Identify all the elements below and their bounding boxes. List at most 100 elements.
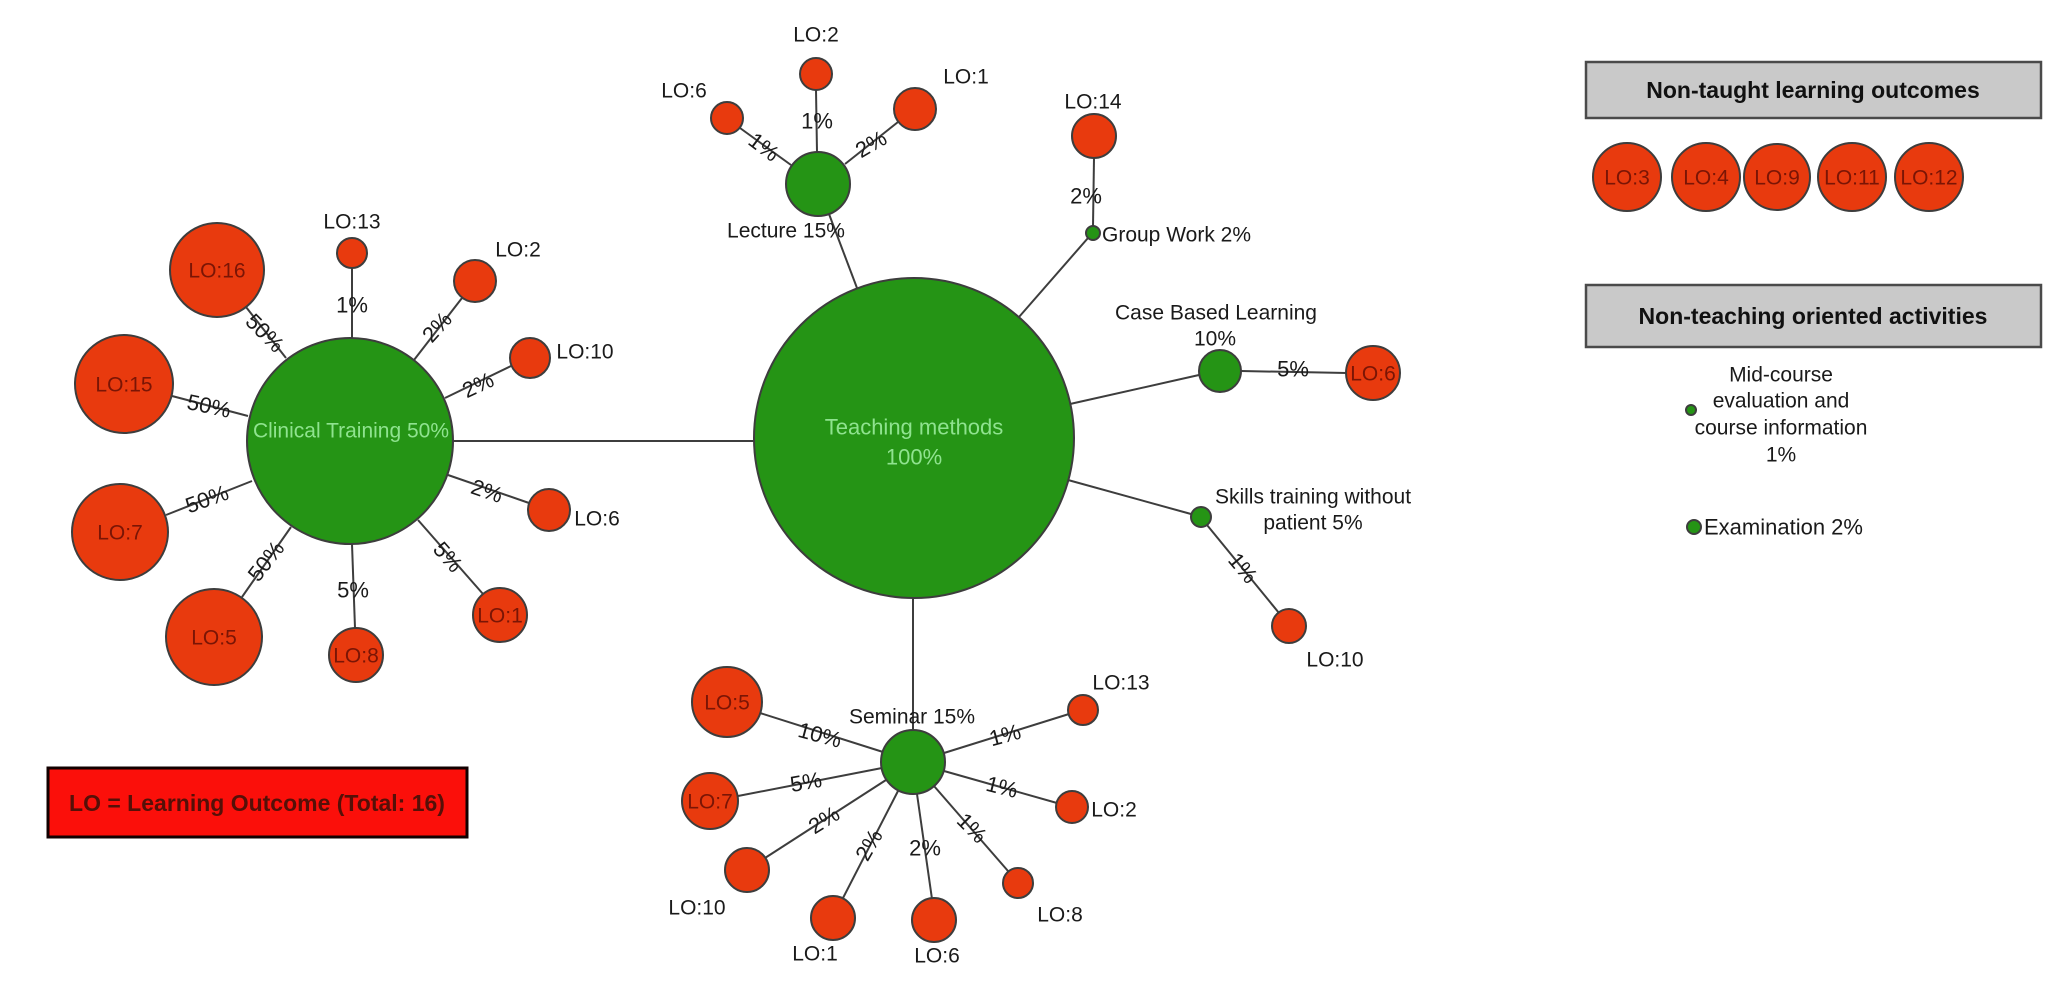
node-clinical-lo8 [328, 627, 384, 683]
clinical-lo16-label: LO:16 [188, 260, 245, 283]
edge-clinical-lo15 [171, 395, 249, 417]
skills-title-line1: Skills training without [1215, 486, 1411, 509]
clinical-training-title: Clinical Training 50% [253, 420, 449, 443]
node-clinical-lo15 [74, 334, 174, 434]
weight-clinical-lo5: 50% [243, 536, 290, 586]
node-lecture-lo1 [893, 87, 937, 131]
weight-clinical-lo7: 50% [182, 480, 232, 519]
node-nontaught-lo3 [1592, 142, 1662, 212]
node-groupwork-lo14 [1071, 113, 1117, 159]
cbl-pct: 10% [1194, 328, 1236, 351]
clinical-lo8-label: LO:8 [333, 645, 379, 668]
seminar-lo1-outer-label: LO:1 [792, 943, 838, 966]
skills-title-line2: patient 5% [1263, 512, 1362, 535]
seminar-lo6-outer-label: LO:6 [914, 945, 960, 968]
clinical-lo2-outer-label: LO:2 [495, 239, 541, 262]
edge-central-lecture [828, 213, 858, 289]
weight-clinical-lo10: 2% [458, 367, 497, 403]
group-work-title: Group Work 2% [1102, 224, 1251, 247]
skills-lo10-outer-label: LO:10 [1306, 649, 1363, 672]
mid-course-line3: course information [1695, 417, 1868, 440]
edge-central-skills [1067, 479, 1192, 515]
lecture-lo6-outer-label: LO:6 [661, 80, 707, 103]
node-seminar-lo5 [691, 666, 763, 738]
edge-central-cbl [1069, 374, 1200, 405]
clinical-lo6-outer-label: LO:6 [574, 508, 620, 531]
edge-seminar-lo5 [759, 712, 884, 753]
edge-groupwork-lo14 [1092, 157, 1095, 227]
node-clinical-lo16 [169, 222, 265, 318]
edge-seminar-lo10 [764, 779, 887, 859]
node-seminar-lo8 [1002, 867, 1034, 899]
weight-groupwork-lo14: 2% [1070, 184, 1102, 209]
node-seminar-lo10 [724, 847, 770, 893]
edge-lecture-lo1 [844, 121, 899, 165]
non-teaching-header-title: Non-teaching oriented activities [1639, 303, 1988, 329]
edge-seminar-lo2 [943, 770, 1058, 804]
edge-cbl-lo6 [1240, 370, 1348, 374]
edge-seminar-lo7 [737, 767, 883, 797]
clinical-lo7-label: LO:7 [97, 522, 143, 545]
seminar-lo5-label: LO:5 [704, 692, 750, 715]
nontaught-lo12-label: LO:12 [1900, 167, 1957, 190]
node-case-based-learning [1198, 349, 1242, 393]
lecture-title: Lecture 15% [727, 220, 845, 243]
node-group-work [1085, 225, 1101, 241]
clinical-lo5-label: LO:5 [191, 627, 237, 650]
node-lecture [785, 151, 851, 217]
node-lecture-lo6 [710, 101, 744, 135]
seminar-title: Seminar 15% [849, 706, 975, 729]
cbl-title: Case Based Learning [1115, 302, 1317, 325]
edge-clinical-lo16 [245, 306, 287, 359]
weight-clinical-lo15: 50% [185, 389, 233, 423]
node-seminar-lo1 [810, 895, 856, 941]
node-nontaught-lo4 [1671, 142, 1741, 212]
edge-clinical-lo5 [241, 526, 292, 598]
edge-clinical-lo1 [417, 519, 484, 595]
teaching-methods-pct: 100% [886, 445, 942, 470]
edge-lecture-lo6 [739, 127, 792, 166]
lecture-lo1-outer-label: LO:1 [943, 66, 989, 89]
seminar-lo13-outer-label: LO:13 [1092, 672, 1149, 695]
node-mid-course [1685, 404, 1697, 416]
nontaught-lo9-label: LO:9 [1754, 167, 1800, 190]
node-clinical-lo7 [71, 483, 169, 581]
weight-seminar-lo13: 1% [986, 719, 1023, 751]
node-nontaught-lo11 [1817, 142, 1887, 212]
weight-seminar-lo5: 10% [795, 717, 844, 753]
edge-clinical-lo10 [444, 365, 512, 399]
node-clinical-lo1 [472, 587, 528, 643]
node-seminar-lo13 [1067, 694, 1099, 726]
edge-seminar-lo13 [943, 713, 1070, 754]
weight-clinical-lo16: 50% [241, 309, 290, 358]
non-taught-header-box [1584, 60, 2043, 120]
nontaught-lo11-label: LO:11 [1824, 167, 1880, 190]
weight-seminar-lo6: 2% [909, 836, 941, 861]
node-seminar-lo7 [681, 772, 739, 830]
edge-seminar-lo8 [933, 785, 1009, 872]
node-clinical-training [246, 337, 454, 545]
nontaught-lo4-label: LO:4 [1683, 167, 1729, 190]
teaching-methods-title: Teaching methods [825, 415, 1004, 440]
seminar-lo7-label: LO:7 [687, 791, 733, 814]
non-taught-header-title: Non-taught learning outcomes [1646, 77, 1980, 103]
clinical-lo13-outer-label: LO:13 [323, 211, 380, 234]
edge-clinical-lo2 [413, 297, 463, 361]
mid-course-line1: Mid-course [1729, 364, 1833, 387]
weight-skills-lo10: 1% [1223, 548, 1263, 588]
seminar-lo8-outer-label: LO:8 [1037, 904, 1083, 927]
node-seminar-lo2 [1055, 790, 1089, 824]
edge-seminar-lo1 [842, 790, 899, 899]
weight-seminar-lo7: 5% [788, 767, 824, 797]
weight-cbl-lo6: 5% [1277, 357, 1309, 382]
node-lecture-lo2 [799, 57, 833, 91]
edge-skills-lo10 [1206, 524, 1280, 614]
node-clinical-lo6 [527, 488, 571, 532]
non-teaching-header-box [1584, 283, 2043, 349]
clinical-lo10-outer-label: LO:10 [556, 341, 613, 364]
legend-box [46, 766, 469, 839]
node-skills-training [1190, 506, 1212, 528]
weight-lecture-lo6: 1% [744, 127, 784, 166]
seminar-lo2-outer-label: LO:2 [1091, 799, 1137, 822]
